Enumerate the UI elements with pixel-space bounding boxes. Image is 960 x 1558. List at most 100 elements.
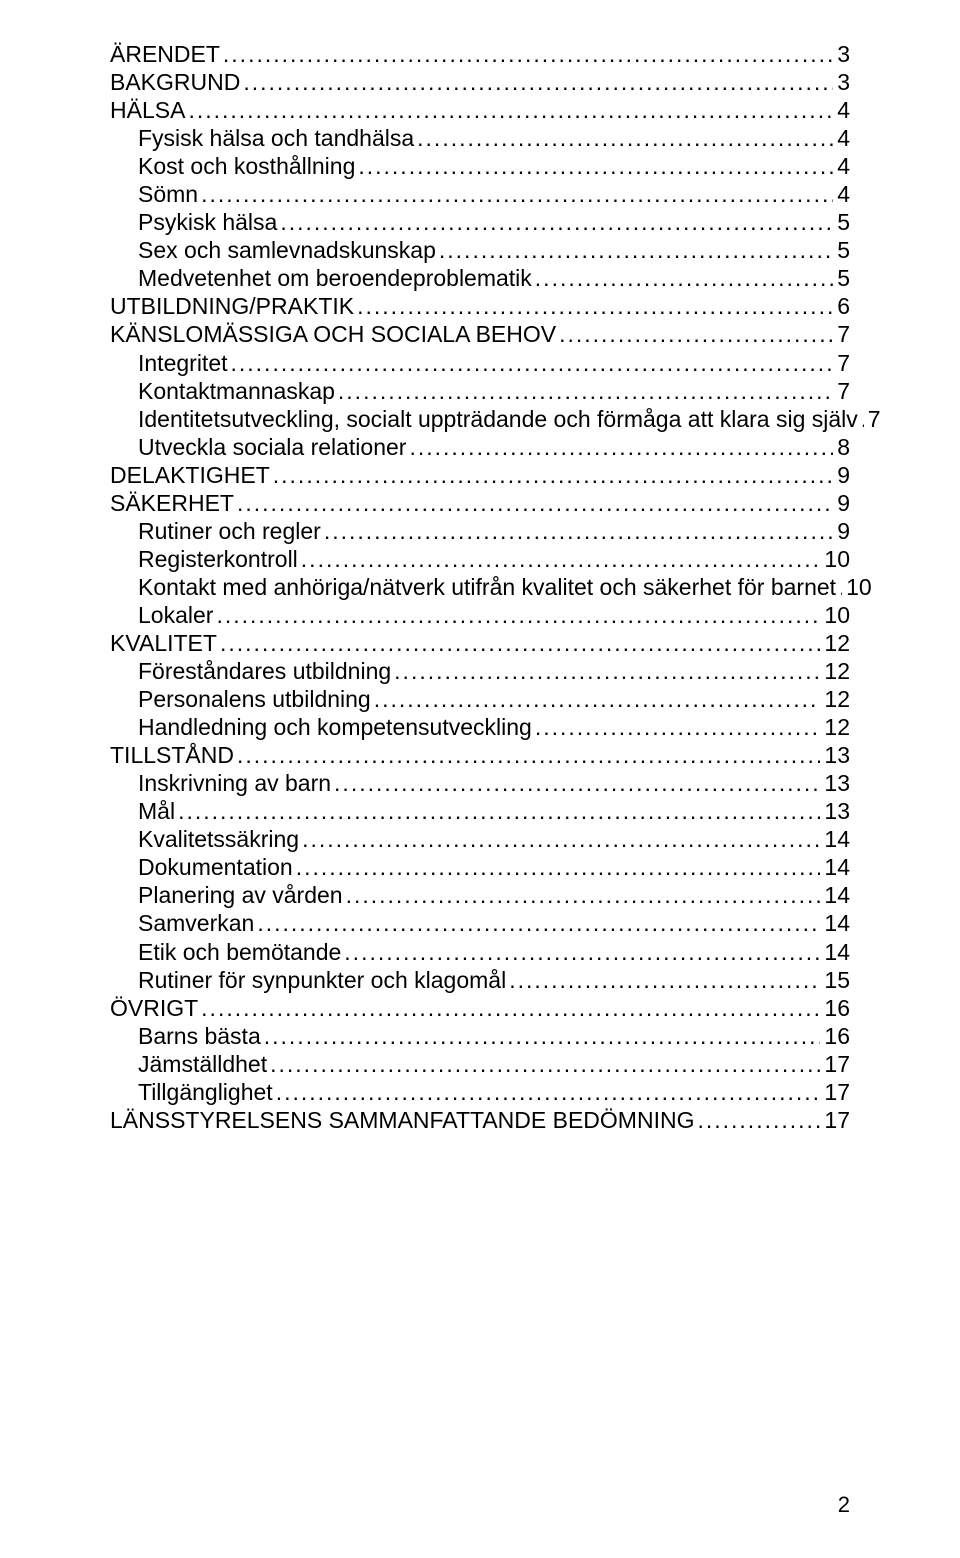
toc-leader-dots [213,601,820,629]
toc-leader-dots [254,909,820,937]
toc-entry-page: 12 [820,685,850,713]
toc-entry-page: 4 [833,180,850,208]
toc-entry: Fysisk hälsa och tandhälsa4 [110,124,850,152]
toc-entry: ÖVRIGT 16 [110,994,850,1022]
toc-leader-dots [277,208,833,236]
toc-entry-label: Samverkan [138,909,254,937]
toc-entry-label: Mål [138,797,175,825]
toc-entry-label: Psykisk hälsa [138,208,277,236]
toc-leader-dots [175,797,820,825]
toc-leader-dots [532,713,821,741]
toc-leader-dots [298,545,821,573]
toc-entry-label: Lokaler [138,601,213,629]
toc-entry: Medvetenhet om beroendeproblematik5 [110,264,850,292]
toc-entry-label: BAKGRUND [110,68,240,96]
toc-entry: Mål13 [110,797,850,825]
toc-entry: Samverkan 14 [110,909,850,937]
toc-entry: Rutiner för synpunkter och klagomål15 [110,966,850,994]
toc-entry-page: 7 [833,377,850,405]
toc-leader-dots [406,433,833,461]
toc-entry-page: 17 [820,1078,850,1106]
toc-entry-label: KVALITET [110,629,217,657]
toc-entry-label: HÄLSA [110,96,185,124]
toc-entry-label: Barns bästa [138,1022,261,1050]
toc-entry-label: Personalens utbildning [138,685,371,713]
toc-entry-page: 14 [820,825,850,853]
toc-entry-label: Tillgänglighet [138,1078,273,1106]
toc-entry: Sex och samlevnadskunskap5 [110,236,850,264]
toc-entry-label: KÄNSLOMÄSSIGA OCH SOCIALA BEHOV [110,320,556,348]
toc-entry-label: Kontaktmannaskap [138,377,335,405]
toc-leader-dots [234,741,820,769]
toc-leader-dots [371,685,821,713]
toc-entry-page: 15 [820,966,850,994]
toc-entry-label: Registerkontroll [138,545,298,573]
toc-entry-page: 13 [820,741,850,769]
toc-leader-dots [261,1022,821,1050]
toc-entry-page: 12 [820,657,850,685]
toc-entry-label: DELAKTIGHET [110,461,270,489]
toc-entry-label: Föreståndares utbildning [138,657,391,685]
toc-leader-dots [217,629,820,657]
toc-leader-dots [694,1106,820,1134]
toc-leader-dots [321,517,833,545]
toc-entry: Dokumentation14 [110,853,850,881]
toc-entry-label: Handledning och kompetensutveckling [138,713,532,741]
toc-entry-page: 10 [842,573,872,601]
toc-entry-page: 12 [820,713,850,741]
toc-entry-label: UTBILDNING/PRAKTIK [110,292,354,320]
toc-entry-page: 10 [820,601,850,629]
toc-entry-page: 16 [820,994,850,1022]
page-number: 2 [838,1492,850,1518]
toc-entry: SÄKERHET9 [110,489,850,517]
toc-entry-label: Etik och bemötande [138,938,341,966]
toc-entry-label: ÄRENDET [110,40,220,68]
toc-entry: Tillgänglighet 17 [110,1078,850,1106]
toc-entry-label: Sex och samlevnadskunskap [138,236,436,264]
toc-leader-dots [299,825,820,853]
toc-leader-dots [414,124,833,152]
toc-leader-dots [556,320,833,348]
toc-entry: KÄNSLOMÄSSIGA OCH SOCIALA BEHOV 7 [110,320,850,348]
toc-entry-page: 16 [820,1022,850,1050]
toc-entry-label: Inskrivning av barn [138,769,331,797]
toc-leader-dots [436,236,833,264]
toc-entry: BAKGRUND3 [110,68,850,96]
toc-entry-page: 3 [833,40,850,68]
toc-entry-label: Rutiner och regler [138,517,321,545]
toc-entry-label: ÖVRIGT [110,994,198,1022]
toc-entry-label: Identitetsutveckling, socialt uppträdand… [138,405,858,433]
toc-entry: TILLSTÅND13 [110,741,850,769]
toc-leader-dots [391,657,820,685]
toc-entry-page: 9 [833,517,850,545]
toc-entry-page: 14 [820,881,850,909]
toc-leader-dots [532,264,833,292]
table-of-contents: ÄRENDET 3BAKGRUND3HÄLSA 4 Fysisk hälsa och … [110,40,850,1134]
toc-leader-dots [343,881,821,909]
toc-entry-page: 5 [833,264,850,292]
toc-entry-page: 14 [820,909,850,937]
toc-entry: Kontakt med anhöriga/nätverk utifrån kva… [110,573,850,601]
toc-entry: Kvalitetssäkring14 [110,825,850,853]
toc-entry-page: 6 [833,292,850,320]
toc-entry-page: 7 [833,320,850,348]
toc-entry-page: 9 [833,489,850,517]
toc-entry-page: 13 [820,769,850,797]
toc-entry-page: 17 [820,1106,850,1134]
toc-leader-dots [228,349,834,377]
toc-entry: Identitetsutveckling, socialt uppträdand… [110,405,850,433]
toc-entry: Sömn4 [110,180,850,208]
toc-entry: DELAKTIGHET9 [110,461,850,489]
toc-entry-label: Kontakt med anhöriga/nätverk utifrån kva… [138,573,836,601]
toc-leader-dots [506,966,820,994]
toc-entry: Barns bästa 16 [110,1022,850,1050]
toc-leader-dots [270,461,833,489]
toc-entry-page: 14 [820,938,850,966]
toc-entry: Registerkontroll10 [110,545,850,573]
toc-entry: Inskrivning av barn 13 [110,769,850,797]
toc-entry: Etik och bemötande 14 [110,938,850,966]
toc-entry: ÄRENDET 3 [110,40,850,68]
toc-entry: Kost och kosthållning4 [110,152,850,180]
toc-entry: UTBILDNING/PRAKTIK 6 [110,292,850,320]
toc-leader-dots [335,377,833,405]
